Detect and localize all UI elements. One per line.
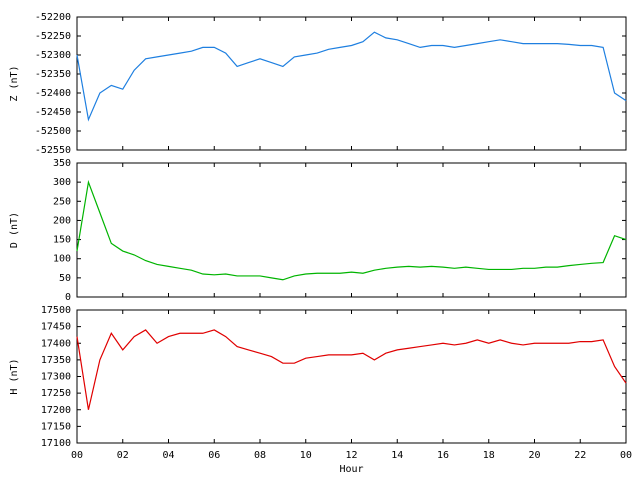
y-tick-label: -52250 (35, 31, 71, 42)
y-tick-label: 17500 (41, 305, 71, 316)
y-tick-label: 100 (53, 254, 71, 265)
x-tick-label: 20 (528, 450, 540, 461)
y-tick-label: 17300 (41, 372, 71, 383)
plot-frame (76, 162, 627, 298)
y-tick-label: 17450 (41, 322, 71, 333)
y-tick-label: 50 (59, 273, 71, 284)
y-tick-label: 200 (53, 215, 71, 226)
y-tick-label: 350 (53, 158, 71, 169)
y-tick-label: 17150 (41, 421, 71, 432)
y-tick-label: -52550 (35, 145, 71, 156)
y-tick-label: -52350 (35, 69, 71, 80)
y-axis-label: Z (nT) (9, 65, 20, 101)
x-tick-label: 00 (71, 450, 83, 461)
plot-frame (76, 309, 627, 444)
y-tick-label: 17250 (41, 388, 71, 399)
data-line (76, 329, 627, 410)
y-tick-label: -52200 (35, 12, 71, 23)
y-tick-label: -52500 (35, 126, 71, 137)
x-tick-label: 08 (254, 450, 266, 461)
y-tick-label: 300 (53, 177, 71, 188)
x-tick-label: 14 (391, 450, 403, 461)
y-tick-label: 150 (53, 235, 71, 246)
y-axis-label: D (nT) (9, 212, 20, 248)
y-axis-label: H (nT) (9, 358, 20, 394)
y-tick-label: -52300 (35, 50, 71, 61)
data-line (76, 179, 627, 281)
x-tick-label: 04 (162, 450, 174, 461)
y-tick-label: 250 (53, 196, 71, 207)
x-tick-label: 18 (483, 450, 495, 461)
x-axis-label: Hour (339, 464, 363, 475)
x-tick-label: 10 (300, 450, 312, 461)
y-tick-label: 17200 (41, 405, 71, 416)
x-tick-label: 22 (574, 450, 586, 461)
y-tick-label: -52450 (35, 107, 71, 118)
x-tick-label: 02 (117, 450, 129, 461)
y-tick-label: 17100 (41, 438, 71, 449)
x-tick-label: 00 (620, 450, 632, 461)
data-line (76, 31, 627, 122)
x-tick-label: 06 (208, 450, 220, 461)
y-tick-label: 17350 (41, 355, 71, 366)
y-tick-label: -52400 (35, 88, 71, 99)
y-tick-label: 17400 (41, 338, 71, 349)
x-tick-label: 16 (437, 450, 449, 461)
y-tick-label: 0 (65, 292, 71, 303)
plot-frame (76, 16, 627, 151)
x-tick-label: 12 (345, 450, 357, 461)
